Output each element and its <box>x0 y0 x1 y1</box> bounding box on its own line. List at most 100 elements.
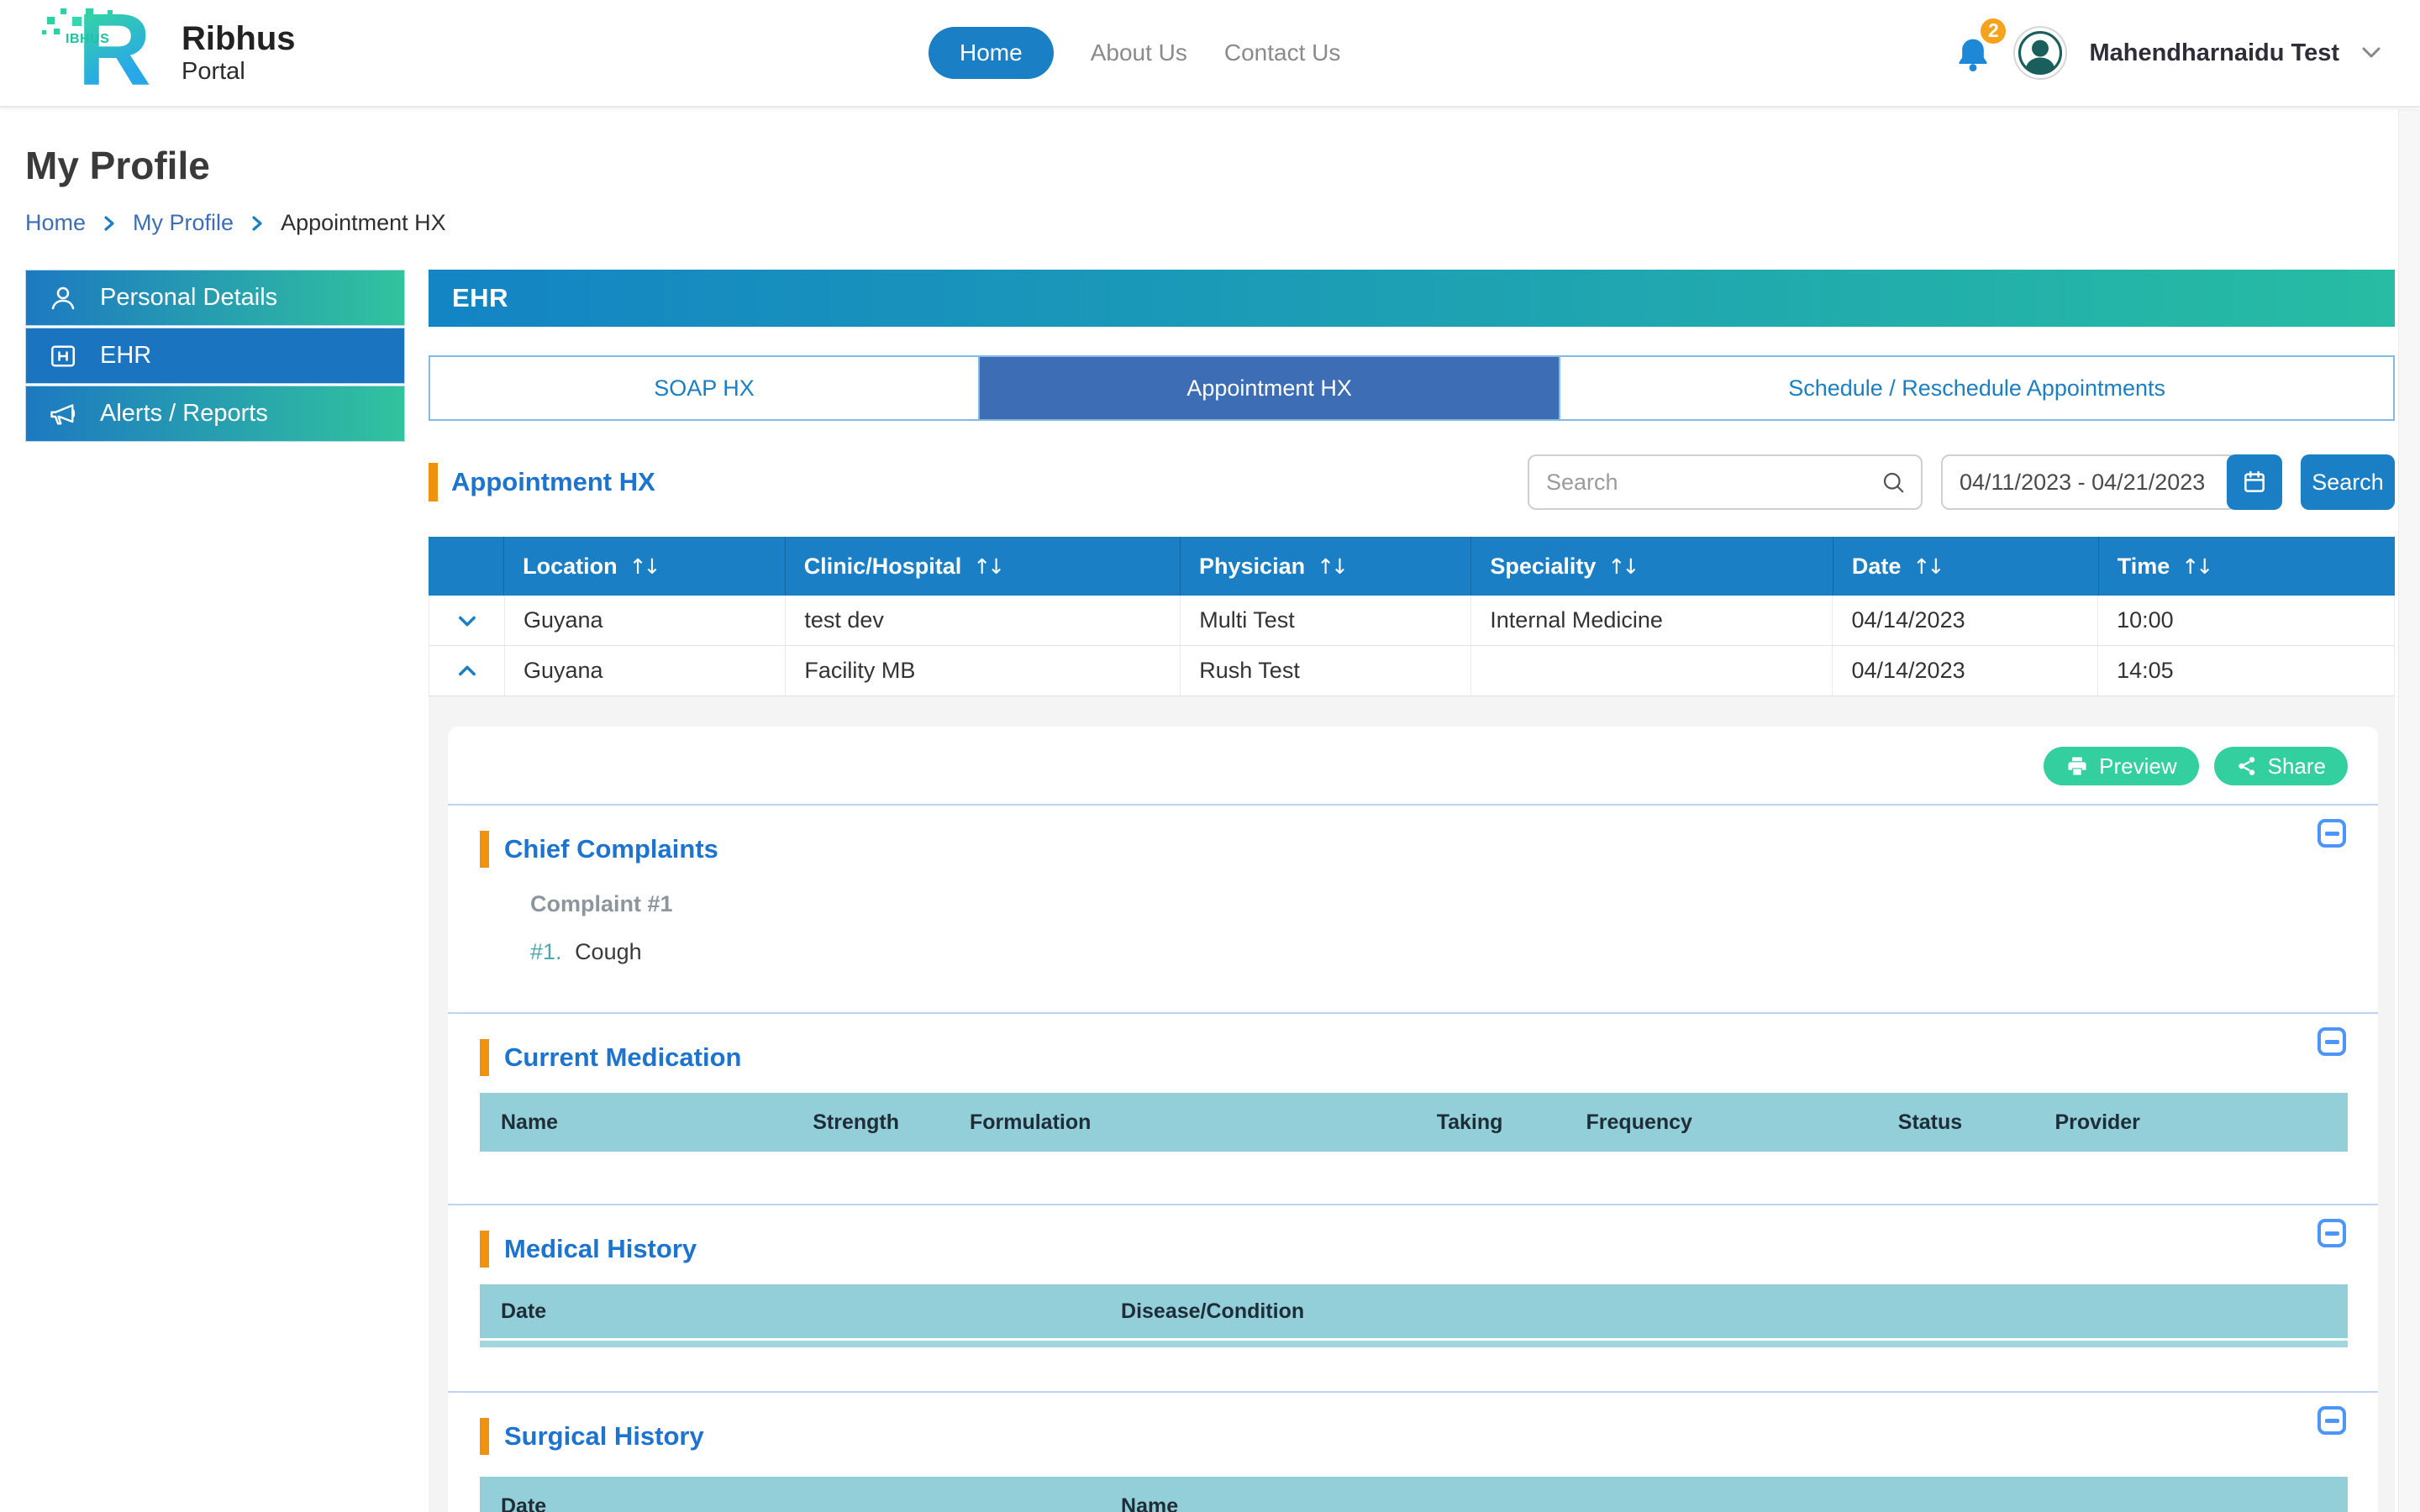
column-header-date[interactable]: Date ↑↓ <box>1833 537 2099 596</box>
minus-icon <box>2325 832 2339 836</box>
date-range-picker <box>1941 454 2282 510</box>
tab-soap-hx[interactable]: SOAP HX <box>430 357 980 419</box>
brand-text: Ribhus Portal <box>182 21 296 86</box>
orange-accent-bar <box>480 831 489 868</box>
preview-button[interactable]: Preview <box>2044 747 2198 785</box>
brand-name: Ribhus <box>182 21 296 56</box>
sort-icon: ↑↓ <box>629 554 658 579</box>
column-header-physician[interactable]: Physician ↑↓ <box>1181 537 1471 596</box>
search-button[interactable]: Search <box>2301 454 2395 510</box>
column-header-speciality[interactable]: Speciality ↑↓ <box>1471 537 1833 596</box>
detail-actions: Preview Share <box>448 727 2378 804</box>
sidebar-item-label: Personal Details <box>100 284 277 312</box>
minus-icon <box>2325 1040 2339 1044</box>
column-header-clinic-hospital[interactable]: Clinic/Hospital ↑↓ <box>786 537 1181 596</box>
minus-icon <box>2325 1231 2339 1236</box>
printer-icon <box>2065 754 2089 778</box>
user-menu-chevron-icon[interactable] <box>2361 46 2381 60</box>
complaint-text: Cough <box>575 939 642 964</box>
sort-icon: ↑↓ <box>1317 554 1345 579</box>
date-range-input[interactable] <box>1941 454 2237 510</box>
column-header-name: Name <box>480 1110 792 1135</box>
column-header-disease-condition: Disease/Condition <box>1100 1299 2348 1324</box>
column-header-formulation: Formulation <box>949 1110 1416 1135</box>
cell-clinic: Facility MB <box>786 646 1181 696</box>
tab-appointment-hx[interactable]: Appointment HX <box>980 357 1559 419</box>
section-title: Medical History <box>480 1231 2348 1268</box>
chevron-right-icon <box>103 214 116 233</box>
column-header-strength: Strength <box>792 1110 949 1135</box>
main-layout: Personal Details EHR Alerts / Reports EH… <box>25 270 2395 1512</box>
breadcrumb-home[interactable]: Home <box>25 210 86 236</box>
logo-letter: R <box>77 0 151 101</box>
column-header-date: Date <box>480 1299 1100 1324</box>
ehr-panel-title: EHR <box>452 283 508 313</box>
ehr-panel-header: EHR <box>429 270 2395 327</box>
column-header-location[interactable]: Location ↑↓ <box>504 537 786 596</box>
sidebar-item-ehr[interactable]: EHR <box>25 328 405 384</box>
section-current-medication: Current Medication Name Strength Formula… <box>448 1014 2378 1204</box>
nav-about-us[interactable]: About Us <box>1091 39 1187 66</box>
appointments-table-header: Location ↑↓ Clinic/Hospital ↑↓ Physician… <box>429 537 2395 596</box>
calendar-icon <box>2241 469 2268 496</box>
cell-speciality: Internal Medicine <box>1471 596 1833 645</box>
search-input[interactable] <box>1529 470 1881 496</box>
sidebar-item-label: Alerts / Reports <box>100 400 268 428</box>
column-header-time[interactable]: Time ↑↓ <box>2099 537 2395 596</box>
search-box <box>1528 454 1923 510</box>
expand-row-button[interactable] <box>429 596 505 645</box>
cell-physician: Multi Test <box>1181 596 1471 645</box>
app-header: R IBHUS Ribhus Portal Home About Us Cont… <box>0 0 2420 108</box>
page-title: My Profile <box>25 143 2420 188</box>
appointment-hx-header: Appointment HX Search <box>429 454 2395 510</box>
breadcrumb: Home My Profile Appointment HX <box>25 210 2420 236</box>
sidebar-item-personal-details[interactable]: Personal Details <box>25 270 405 326</box>
medical-history-table-header: Date Disease/Condition <box>480 1284 2348 1338</box>
avatar[interactable] <box>2013 26 2067 80</box>
notifications-button[interactable]: 2 <box>1954 28 1991 79</box>
chevron-right-icon <box>250 214 264 233</box>
scrollbar-track[interactable] <box>2398 109 2420 1512</box>
calendar-button[interactable] <box>2227 454 2282 510</box>
column-header-frequency: Frequency <box>1565 1110 1877 1135</box>
medication-table-header: Name Strength Formulation Taking Frequen… <box>480 1093 2348 1152</box>
user-name[interactable]: Mahendharnaidu Test <box>2089 39 2339 67</box>
sidebar-item-alerts-reports[interactable]: Alerts / Reports <box>25 386 405 442</box>
column-header-provider: Provider <box>2033 1110 2348 1135</box>
column-header-date: Date <box>480 1494 1100 1512</box>
collapse-section-button[interactable] <box>2317 1406 2346 1435</box>
detail-card: Preview Share C <box>448 727 2378 1512</box>
sort-icon: ↑↓ <box>973 554 1002 579</box>
section-title: Current Medication <box>480 1039 2348 1076</box>
share-button[interactable]: Share <box>2214 747 2348 785</box>
collapse-row-button[interactable] <box>429 646 505 696</box>
person-avatar-icon <box>2016 29 2065 77</box>
share-icon <box>2236 755 2258 777</box>
cell-physician: Rush Test <box>1181 646 1471 696</box>
sidebar-item-label: EHR <box>100 342 151 370</box>
search-icon[interactable] <box>1881 470 1906 495</box>
ehr-content: EHR SOAP HX Appointment HX Schedule / Re… <box>429 270 2395 1512</box>
nav-contact-us[interactable]: Contact Us <box>1224 39 1341 66</box>
nav-home[interactable]: Home <box>929 27 1054 79</box>
notification-badge: 2 <box>1978 16 2008 46</box>
sort-icon: ↑↓ <box>1912 554 1941 579</box>
cell-location: Guyana <box>505 596 786 645</box>
collapse-section-button[interactable] <box>2317 1219 2346 1247</box>
tab-schedule-reschedule-appointments[interactable]: Schedule / Reschedule Appointments <box>1559 357 2393 419</box>
orange-accent-bar <box>480 1231 489 1268</box>
section-chief-complaints: Chief Complaints Complaint #1 #1. Cough <box>448 806 2378 1012</box>
column-header-name: Name <box>1100 1494 2348 1512</box>
minus-icon <box>2325 1419 2339 1423</box>
column-header-expand <box>429 537 504 596</box>
sort-icon: ↑↓ <box>1607 554 1636 579</box>
brand-subtitle: Portal <box>182 58 296 86</box>
brand-logo[interactable]: R IBHUS Ribhus Portal <box>42 7 296 99</box>
collapse-section-button[interactable] <box>2317 819 2346 848</box>
cell-location: Guyana <box>505 646 786 696</box>
collapse-section-button[interactable] <box>2317 1027 2346 1056</box>
sort-icon: ↑↓ <box>2181 554 2210 579</box>
complaint-label: Complaint #1 <box>530 891 2348 917</box>
chevron-down-icon <box>455 609 479 633</box>
breadcrumb-my-profile[interactable]: My Profile <box>133 210 234 236</box>
